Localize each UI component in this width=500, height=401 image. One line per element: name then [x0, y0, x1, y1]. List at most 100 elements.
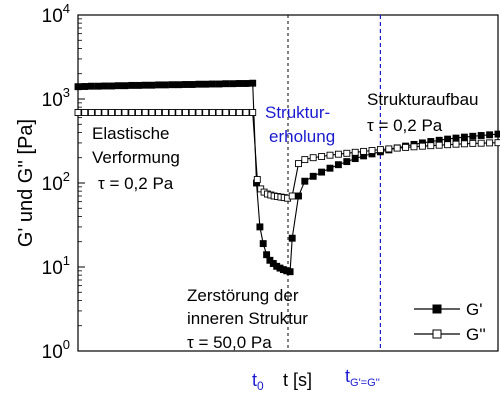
data-point-gprime [351, 155, 359, 163]
data-point-gprime [108, 82, 116, 90]
data-point-gprime [318, 168, 326, 176]
annotation-recovery: Struktur- erholung [265, 103, 335, 146]
y-tick-label: 101 [42, 253, 70, 279]
data-point-gdoubleprime [452, 140, 460, 148]
y-ticks [78, 14, 85, 352]
data-point-gprime [460, 133, 468, 141]
data-point-gprime [469, 132, 477, 140]
data-point-gprime [326, 164, 334, 172]
data-point-gdoubleprime [326, 151, 334, 159]
data-point-gprime [141, 81, 149, 89]
data-point-gprime [242, 80, 250, 87]
data-point-gprime [295, 192, 302, 200]
data-point-gprime [195, 80, 203, 88]
data-point-gprime [229, 80, 237, 88]
data-point-gdoubleprime [477, 139, 485, 147]
data-point-gprime [444, 135, 452, 143]
data-point-gprime [161, 81, 169, 89]
annotation-elastic: Elastische Verformung τ = 0,2 Pa [92, 124, 185, 193]
data-point-gprime [286, 268, 294, 276]
data-point-gdoubleprime [182, 109, 189, 116]
data-point-gprime [301, 177, 309, 185]
data-point-gdoubleprime [161, 109, 169, 116]
data-point-gprime [101, 82, 109, 90]
data-point-gdoubleprime [309, 154, 317, 162]
y-tick-label: 100 [42, 337, 70, 363]
y-tick-label: 104 [42, 1, 70, 27]
data-point-gdoubleprime [410, 143, 418, 151]
data-point-gprime [182, 81, 189, 88]
legend-marker-gprime [432, 304, 442, 314]
data-point-gprime [309, 172, 317, 180]
data-point-gdoubleprime [141, 109, 149, 116]
data-point-gdoubleprime [155, 109, 163, 116]
data-point-gdoubleprime [435, 141, 443, 149]
data-point-gdoubleprime [81, 109, 89, 116]
data-point-gdoubleprime [202, 109, 210, 116]
y-tick-label: 103 [42, 85, 70, 111]
data-point-gdoubleprime [94, 109, 102, 116]
data-point-gdoubleprime [351, 148, 359, 156]
data-point-gdoubleprime [101, 109, 109, 116]
data-point-gdoubleprime [460, 140, 468, 148]
data-point-gprime [135, 81, 142, 89]
data-point-gdoubleprime [87, 109, 95, 116]
data-point-gdoubleprime [148, 109, 156, 116]
data-point-gdoubleprime [168, 109, 176, 116]
data-point-gdoubleprime [108, 109, 116, 116]
data-point-gprime [114, 82, 122, 90]
data-point-gdoubleprime [295, 160, 302, 168]
data-point-gdoubleprime [427, 142, 435, 150]
data-point-gdoubleprime [368, 147, 376, 154]
data-point-gdoubleprime [188, 109, 196, 116]
data-point-gprime [486, 131, 494, 139]
data-point-gprime [208, 80, 216, 88]
data-point-gprime [168, 81, 176, 89]
tG-label: tG'=G'' [345, 366, 380, 389]
legend-marker-gdoubleprime [432, 329, 442, 339]
data-point-gprime [155, 81, 163, 89]
data-point-gprime [259, 240, 267, 248]
data-point-gdoubleprime [249, 109, 257, 116]
data-point-gdoubleprime [360, 147, 368, 155]
data-point-gprime [222, 80, 230, 88]
data-point-gdoubleprime [376, 146, 384, 154]
data-point-gprime [202, 80, 210, 88]
data-point-gprime [343, 158, 351, 166]
data-point-gdoubleprime [235, 109, 243, 116]
data-point-gprime [235, 80, 243, 87]
data-point-gdoubleprime [114, 109, 122, 116]
data-point-gdoubleprime [318, 153, 326, 160]
data-point-gdoubleprime [128, 109, 136, 116]
data-point-gdoubleprime [195, 109, 203, 116]
data-point-gdoubleprime [402, 143, 410, 151]
data-point-gdoubleprime [301, 156, 309, 164]
data-point-gprime [175, 81, 183, 89]
data-point-gprime [74, 83, 82, 91]
series-layer [74, 79, 500, 276]
data-point-gdoubleprime [385, 145, 393, 153]
data-point-gprime [81, 83, 89, 90]
data-point-gdoubleprime [175, 109, 183, 116]
data-point-gdoubleprime [288, 192, 296, 200]
data-point-gdoubleprime [469, 139, 477, 147]
data-point-gprime [452, 134, 460, 142]
data-point-gprime [263, 251, 271, 259]
data-point-gprime [128, 81, 136, 89]
legend: G' G'' [414, 300, 486, 344]
data-point-gprime [334, 161, 342, 169]
data-point-gprime [477, 132, 485, 139]
y-axis-label: G' und G'' [Pa] [15, 119, 37, 247]
data-point-gdoubleprime [229, 109, 237, 116]
legend-label-gdoubleprime: G'' [466, 325, 486, 344]
data-point-gdoubleprime [393, 144, 401, 152]
data-point-gdoubleprime [494, 139, 500, 147]
data-point-gprime [494, 130, 500, 138]
data-point-gdoubleprime [444, 141, 452, 149]
data-point-gprime [256, 223, 264, 231]
data-point-gdoubleprime [215, 109, 223, 116]
data-point-gprime [188, 81, 196, 88]
data-point-gprime [87, 82, 95, 90]
data-point-gprime [249, 79, 257, 87]
